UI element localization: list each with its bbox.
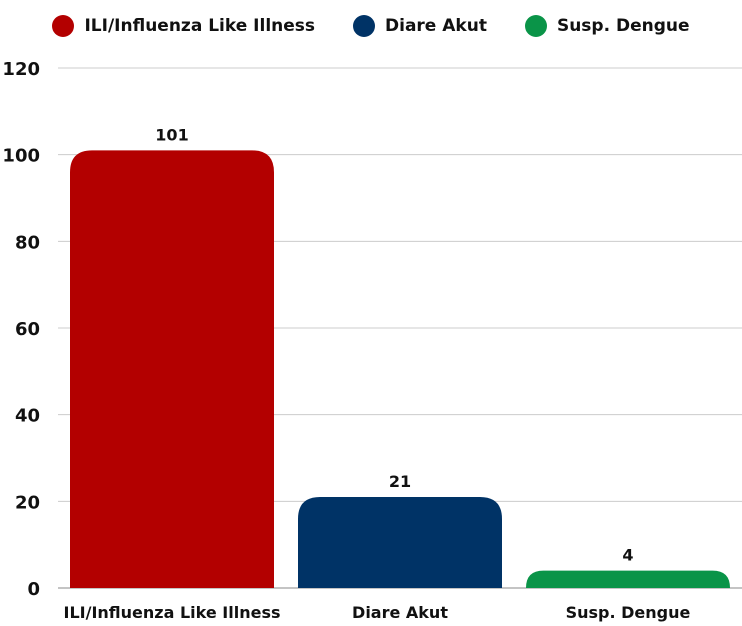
- bar-diare-akut: [298, 497, 502, 588]
- chart-legend: ILI/Influenza Like Illness Diare Akut Susp…: [0, 10, 742, 42]
- legend-item-susp-dengue: Susp. Dengue: [524, 15, 690, 37]
- y-tick-label: 20: [15, 492, 40, 513]
- bar-ili-influenza-like-illness: [70, 150, 274, 589]
- y-axis-ticks: 0 20 40 60 80 100 120: [2, 59, 40, 600]
- data-label-susp-dengue: 4: [622, 546, 633, 565]
- x-axis-categories: ILI/Influenza Like Illness Diare Akut Susp…: [64, 603, 691, 622]
- legend-item-ili-influenza-like-illness: ILI/Influenza Like Illness: [52, 15, 315, 37]
- legend-swatch: [353, 15, 376, 37]
- x-category-susp-dengue: Susp. Dengue: [566, 603, 691, 622]
- legend-swatch: [524, 15, 547, 37]
- legend-item-diare-akut: Diare Akut: [353, 15, 487, 37]
- y-tick-label: 40: [15, 406, 40, 427]
- legend-label: Diare Akut: [385, 16, 487, 36]
- y-tick-label: 80: [15, 232, 40, 253]
- data-label-ili-influenza-like-illness: 101: [155, 125, 188, 144]
- bar-susp-dengue: [526, 570, 730, 588]
- legend-label: ILI/Influenza Like Illness: [84, 16, 316, 36]
- y-tick-label: 0: [27, 579, 40, 600]
- data-labels: 101 21 4: [155, 125, 633, 564]
- y-tick-label: 60: [15, 319, 40, 340]
- data-label-diare-akut: 21: [389, 472, 411, 491]
- x-category-diare-akut: Diare Akut: [352, 603, 448, 622]
- y-tick-label: 100: [2, 146, 40, 167]
- legend-label: Susp. Dengue: [556, 16, 690, 36]
- bars: [70, 150, 730, 589]
- legend-swatch: [52, 15, 75, 37]
- y-tick-label: 120: [2, 59, 40, 80]
- x-category-ili-influenza-like-illness: ILI/Influenza Like Illness: [64, 603, 281, 622]
